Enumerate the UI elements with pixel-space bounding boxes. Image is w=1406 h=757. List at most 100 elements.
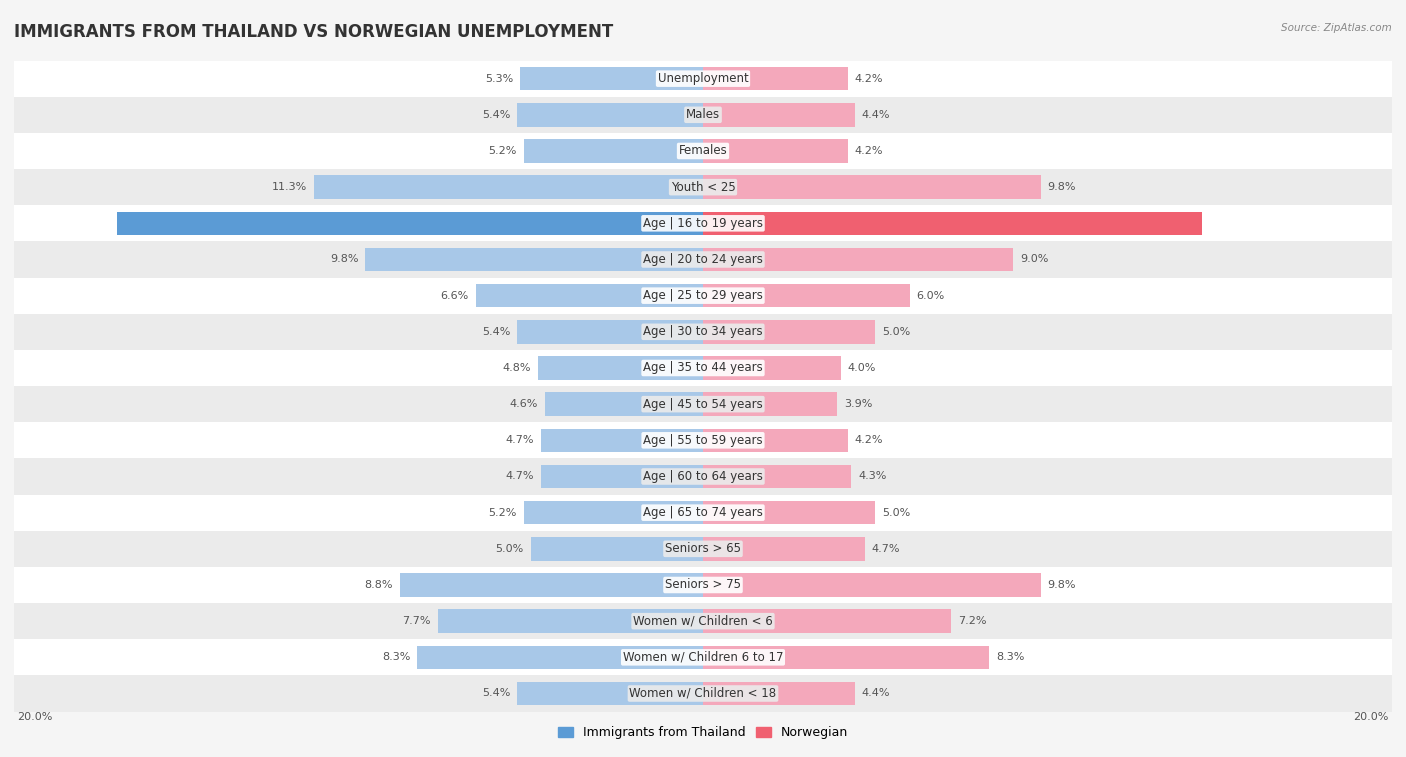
Text: 4.2%: 4.2% (855, 435, 883, 445)
Text: 3.9%: 3.9% (844, 399, 873, 409)
Text: 4.0%: 4.0% (848, 363, 876, 373)
Bar (703, 537, 865, 561)
Bar (14, 133, 1392, 169)
Bar (524, 501, 703, 525)
Bar (14, 169, 1392, 205)
Text: 4.2%: 4.2% (855, 146, 883, 156)
Bar (475, 284, 703, 307)
Bar (14, 313, 1392, 350)
Bar (14, 567, 1392, 603)
Text: Women w/ Children 6 to 17: Women w/ Children 6 to 17 (623, 651, 783, 664)
Text: 9.0%: 9.0% (1019, 254, 1049, 264)
Bar (14, 97, 1392, 133)
Bar (14, 386, 1392, 422)
Text: Age | 20 to 24 years: Age | 20 to 24 years (643, 253, 763, 266)
Text: 8.8%: 8.8% (364, 580, 392, 590)
Bar (703, 573, 1040, 597)
Bar (537, 357, 703, 380)
Text: 4.7%: 4.7% (872, 544, 900, 554)
Text: 9.8%: 9.8% (330, 254, 359, 264)
Bar (703, 320, 875, 344)
Text: 5.0%: 5.0% (882, 508, 910, 518)
Text: Unemployment: Unemployment (658, 72, 748, 85)
Bar (703, 501, 875, 525)
Bar (14, 278, 1392, 313)
Text: Age | 45 to 54 years: Age | 45 to 54 years (643, 397, 763, 410)
Text: 5.3%: 5.3% (485, 73, 513, 83)
Text: Females: Females (679, 145, 727, 157)
Legend: Immigrants from Thailand, Norwegian: Immigrants from Thailand, Norwegian (553, 721, 853, 744)
Text: 11.3%: 11.3% (271, 182, 307, 192)
Text: Source: ZipAtlas.com: Source: ZipAtlas.com (1281, 23, 1392, 33)
Text: 4.6%: 4.6% (509, 399, 537, 409)
Text: 8.3%: 8.3% (382, 653, 411, 662)
Text: 5.2%: 5.2% (489, 508, 517, 518)
Bar (703, 428, 848, 452)
Bar (703, 682, 855, 706)
Text: Age | 60 to 64 years: Age | 60 to 64 years (643, 470, 763, 483)
Bar (703, 139, 848, 163)
Text: 7.2%: 7.2% (957, 616, 987, 626)
Bar (14, 350, 1392, 386)
Text: Women w/ Children < 18: Women w/ Children < 18 (630, 687, 776, 700)
Bar (14, 494, 1392, 531)
Bar (366, 248, 703, 271)
Text: Age | 35 to 44 years: Age | 35 to 44 years (643, 362, 763, 375)
Bar (14, 459, 1392, 494)
Text: 4.4%: 4.4% (862, 689, 890, 699)
Bar (314, 176, 703, 199)
Bar (703, 392, 838, 416)
Text: Age | 65 to 74 years: Age | 65 to 74 years (643, 506, 763, 519)
Text: 4.2%: 4.2% (855, 73, 883, 83)
Bar (541, 428, 703, 452)
Bar (544, 392, 703, 416)
Text: 5.4%: 5.4% (482, 689, 510, 699)
Text: 6.6%: 6.6% (440, 291, 468, 301)
Text: 5.0%: 5.0% (496, 544, 524, 554)
Bar (520, 67, 703, 90)
Bar (531, 537, 703, 561)
Bar (14, 603, 1392, 639)
Bar (14, 675, 1392, 712)
Text: 8.3%: 8.3% (995, 653, 1024, 662)
Text: IMMIGRANTS FROM THAILAND VS NORWEGIAN UNEMPLOYMENT: IMMIGRANTS FROM THAILAND VS NORWEGIAN UN… (14, 23, 613, 41)
Bar (418, 646, 703, 669)
Bar (14, 241, 1392, 278)
Bar (703, 211, 1202, 235)
Bar (703, 176, 1040, 199)
Bar (541, 465, 703, 488)
Text: 5.4%: 5.4% (482, 110, 510, 120)
Bar (399, 573, 703, 597)
Bar (517, 320, 703, 344)
Text: Males: Males (686, 108, 720, 121)
Text: 4.4%: 4.4% (862, 110, 890, 120)
Bar (437, 609, 703, 633)
Text: Age | 55 to 59 years: Age | 55 to 59 years (643, 434, 763, 447)
Bar (703, 465, 851, 488)
Bar (14, 531, 1392, 567)
Text: 14.5%: 14.5% (1209, 218, 1244, 229)
Bar (14, 422, 1392, 459)
Text: 5.0%: 5.0% (882, 327, 910, 337)
Text: 4.7%: 4.7% (506, 435, 534, 445)
Text: Seniors > 75: Seniors > 75 (665, 578, 741, 591)
Text: 9.8%: 9.8% (1047, 182, 1076, 192)
Text: 6.0%: 6.0% (917, 291, 945, 301)
Bar (14, 61, 1392, 97)
Text: 5.2%: 5.2% (489, 146, 517, 156)
Bar (703, 357, 841, 380)
Text: Women w/ Children < 6: Women w/ Children < 6 (633, 615, 773, 628)
Text: Youth < 25: Youth < 25 (671, 181, 735, 194)
Bar (14, 205, 1392, 241)
Text: 5.4%: 5.4% (482, 327, 510, 337)
Text: 9.8%: 9.8% (1047, 580, 1076, 590)
Bar (117, 211, 703, 235)
Text: 20.0%: 20.0% (1353, 712, 1389, 722)
Bar (703, 284, 910, 307)
Text: Age | 16 to 19 years: Age | 16 to 19 years (643, 217, 763, 230)
Text: 4.3%: 4.3% (858, 472, 886, 481)
Text: 7.7%: 7.7% (402, 616, 430, 626)
Bar (517, 682, 703, 706)
Bar (703, 248, 1012, 271)
Bar (703, 67, 848, 90)
